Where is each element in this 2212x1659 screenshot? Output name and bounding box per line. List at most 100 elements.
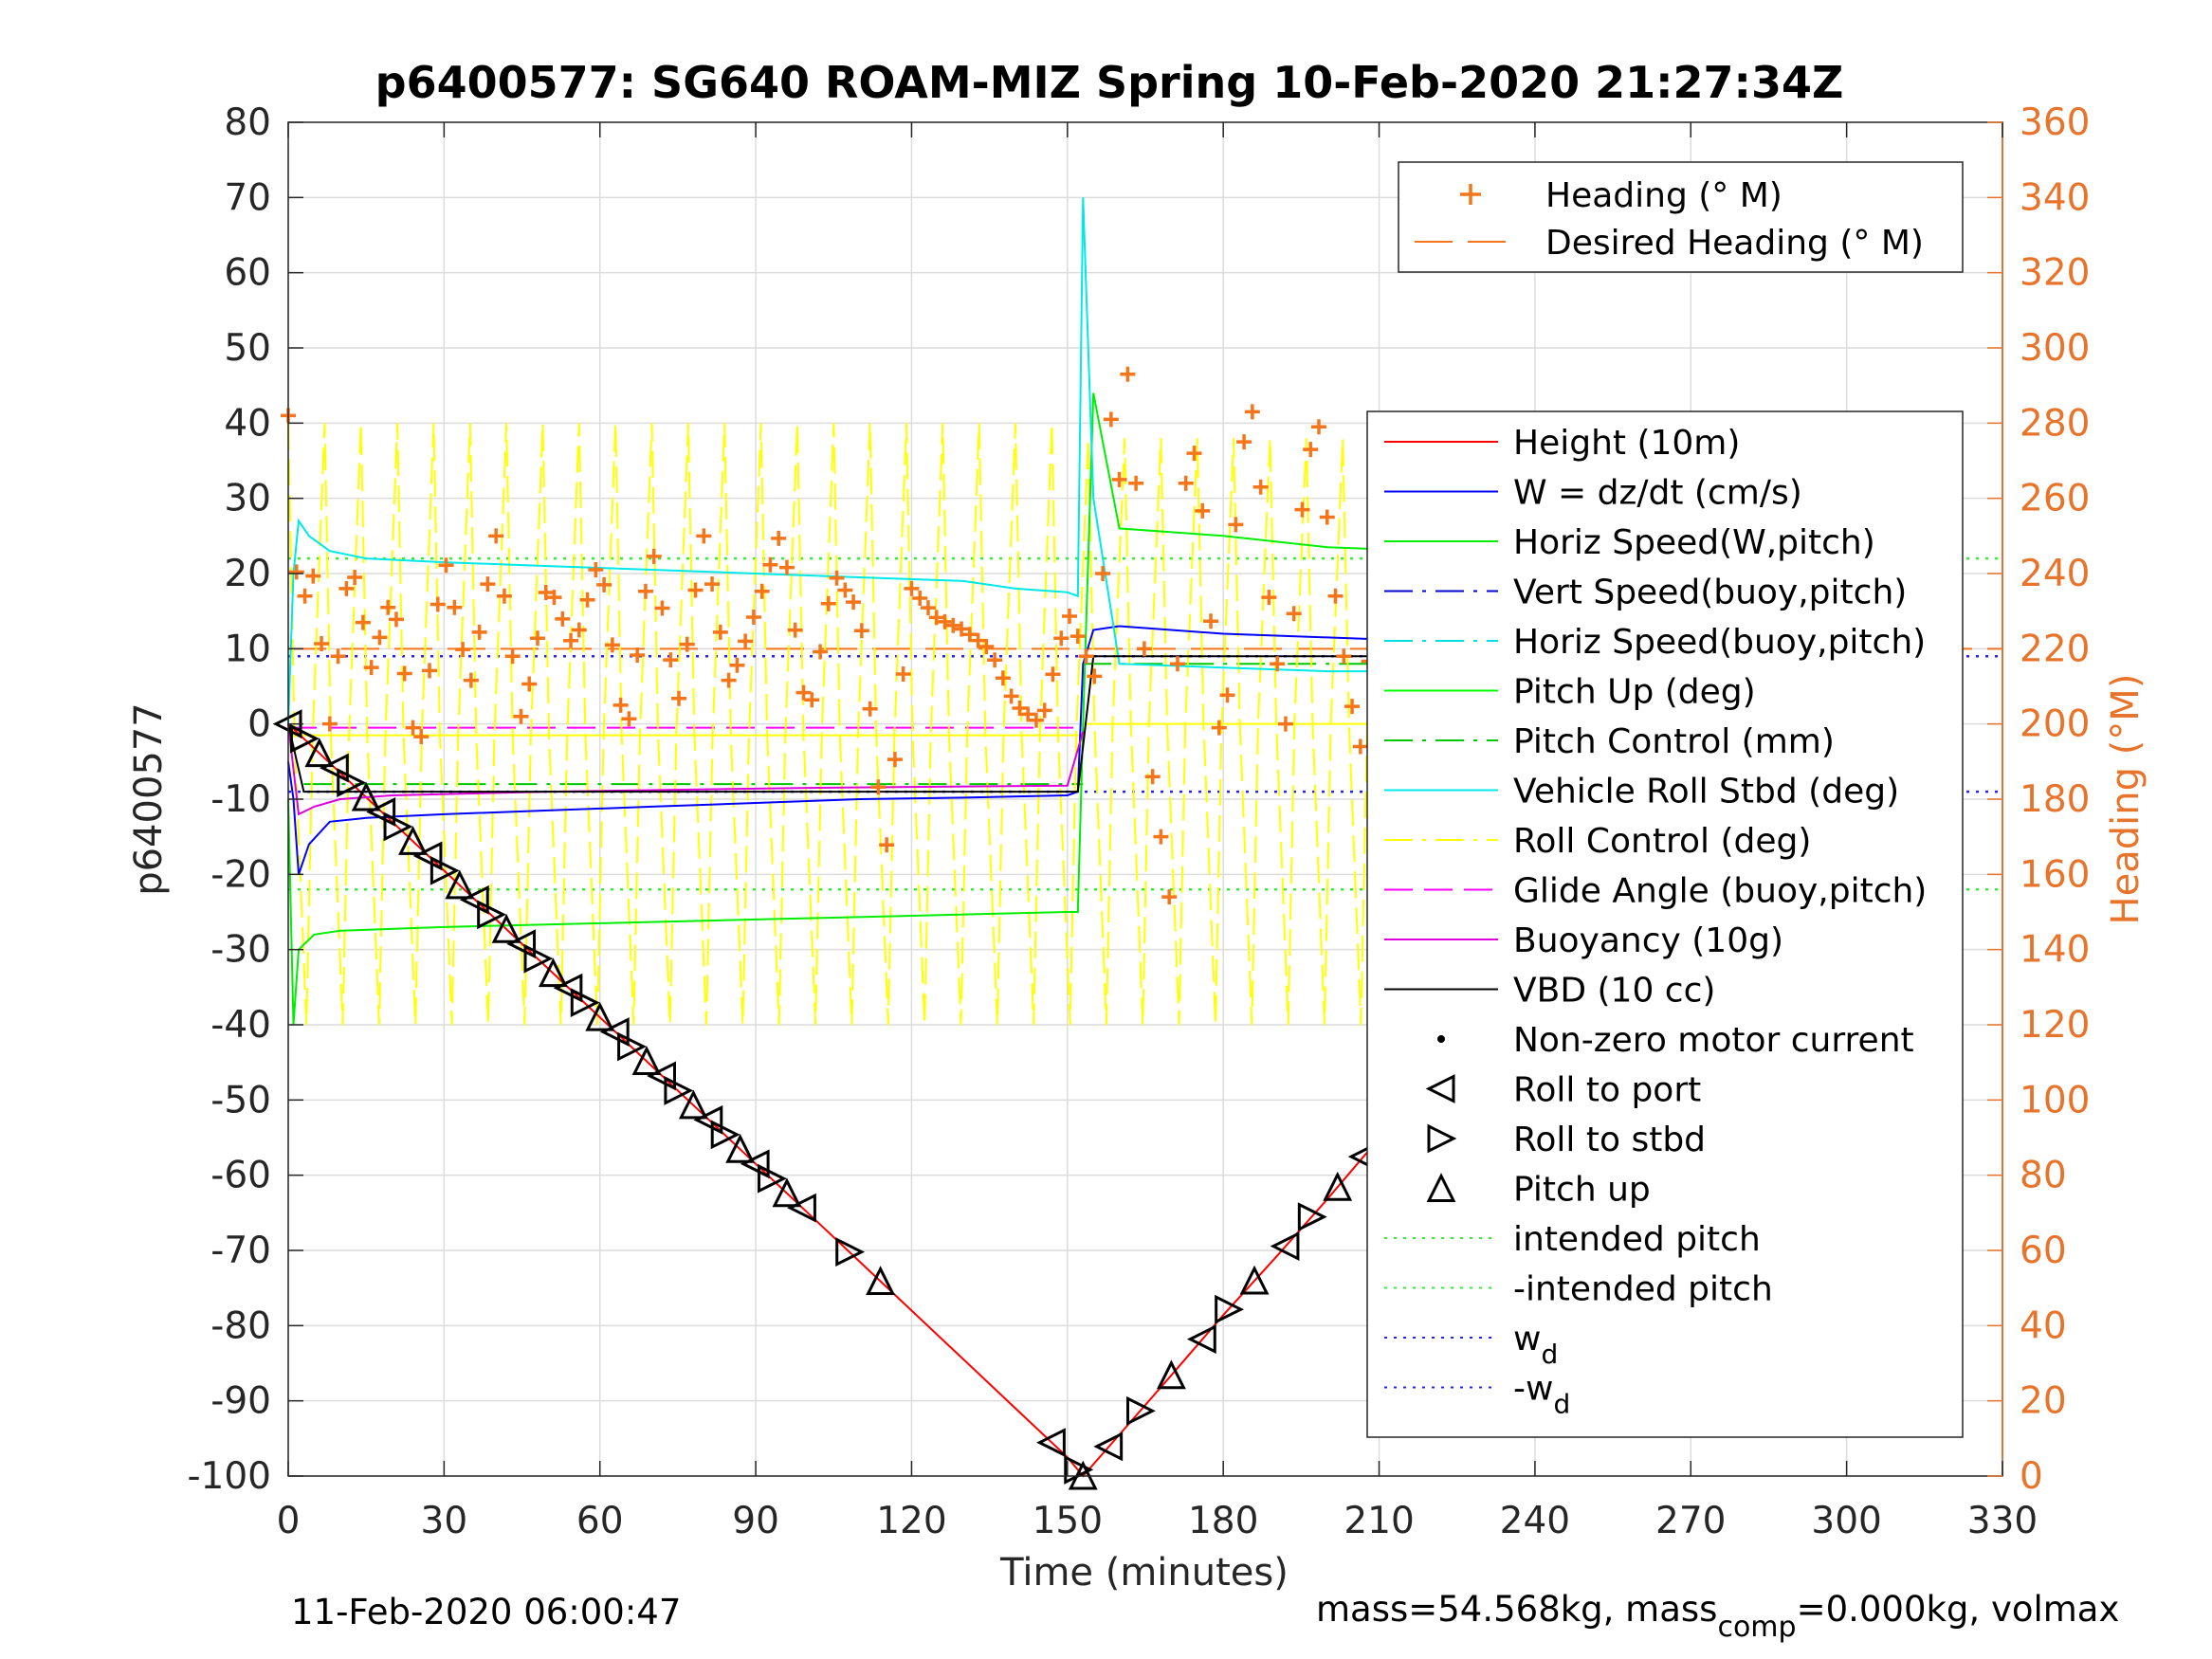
y-tick-label-right: 220: [2020, 628, 2090, 670]
y-tick-label-right: 40: [2020, 1304, 2067, 1347]
heading-marker: [563, 632, 579, 648]
heading-marker: [762, 556, 778, 573]
heading-marker: [654, 600, 670, 616]
x-tick-label: 30: [421, 1500, 468, 1542]
x-tick-label: 300: [1811, 1500, 1881, 1542]
heading-marker: [1303, 442, 1319, 458]
heading-marker: [1319, 509, 1335, 525]
heading-marker: [961, 627, 978, 643]
y-tick-label-right: 160: [2020, 853, 2090, 896]
heading-marker: [813, 644, 829, 660]
heading-marker: [1153, 829, 1169, 845]
heading-marker: [513, 708, 529, 724]
series-buoyancy-10g: [287, 723, 1085, 816]
heading-marker: [879, 837, 895, 853]
height-marker: [366, 797, 396, 827]
legend-item-label: Roll to port: [1513, 1071, 1701, 1110]
heading-marker: [1111, 471, 1127, 487]
heading-marker: [1228, 517, 1244, 533]
x-axis-label: Time (minutes): [999, 1551, 1289, 1595]
heading-marker: [521, 676, 538, 692]
y-tick-label-left: -60: [210, 1155, 271, 1197]
heading-marker: [588, 562, 604, 578]
heading-marker: [463, 672, 479, 688]
y-axis-label-left: p6400577: [127, 702, 171, 896]
legend-item-label: Horiz Speed(W,pitch): [1513, 523, 1875, 562]
legend-item-label: Pitch Control (mm): [1513, 722, 1835, 761]
y-tick-label-right: 20: [2020, 1380, 2067, 1423]
y-tick-label-right: 100: [2020, 1079, 2090, 1121]
heading-marker: [1336, 648, 1352, 665]
x-tick-label: 120: [876, 1500, 946, 1542]
axis-ticks: 0 30 60 90 120 150 180 210 240 270 300 330807060504…: [187, 101, 2090, 1542]
heading-marker: [928, 610, 944, 626]
heading-marker: [1169, 656, 1185, 672]
heading-marker: [846, 594, 862, 611]
heading-marker: [471, 624, 487, 640]
x-tick-label: 180: [1188, 1500, 1258, 1542]
height-marker: [599, 1017, 630, 1047]
heading-marker: [1186, 446, 1202, 462]
heading-marker: [745, 610, 761, 626]
y-tick-label-left: -10: [210, 778, 271, 821]
heading-marker: [1344, 699, 1361, 715]
heading-marker: [696, 528, 712, 544]
heading-marker: [1053, 630, 1069, 647]
height-marker: [1297, 1202, 1327, 1232]
heading-marker: [1136, 641, 1152, 657]
legend-item-marker: [1426, 1173, 1456, 1202]
y-tick-label-right: 340: [2020, 176, 2090, 219]
height-marker: [664, 1075, 694, 1105]
heading-marker: [538, 584, 554, 600]
heading-marker: [405, 720, 421, 736]
y-tick-label-left: -40: [210, 1004, 271, 1047]
heading-marker: [1095, 566, 1111, 581]
heading-marker: [596, 576, 612, 592]
y-tick-label-left: 40: [224, 402, 271, 445]
height-marker: [1126, 1395, 1156, 1426]
chart-title: p6400577: SG640 ROAM-MIZ Spring 10-Feb-2…: [375, 57, 1844, 108]
heading-marker: [895, 665, 911, 682]
heading-marker: [771, 530, 787, 546]
heading-marker: [1310, 419, 1326, 435]
heading-marker: [314, 636, 330, 652]
legend-heading-box: [1398, 161, 1964, 273]
heading-marker: [862, 701, 878, 717]
legend-item-marker: [1427, 1123, 1457, 1154]
y-tick-label-right: 80: [2020, 1155, 2067, 1197]
heading-marker: [970, 632, 986, 648]
heading-marker: [1144, 769, 1161, 785]
legend-heading-label: Heading (° M): [1545, 176, 1782, 215]
y-tick-label-left: 50: [224, 327, 271, 370]
height-marker: [398, 826, 428, 855]
heading-marker: [837, 582, 853, 598]
y-tick-label-left: -80: [210, 1304, 271, 1347]
y-tick-label-right: 240: [2020, 553, 2090, 595]
heading-marker: [288, 564, 304, 580]
heading-marker: [679, 636, 695, 652]
heading-marker: [1020, 706, 1036, 722]
heading-marker: [1236, 434, 1252, 450]
height-marker: [772, 1177, 802, 1208]
y-tick-label-left: 0: [247, 703, 271, 746]
heading-marker: [987, 652, 1003, 668]
y-tick-label-left: 30: [224, 478, 271, 520]
y-tick-label-left: -50: [210, 1079, 271, 1121]
y-tick-label-left: -20: [210, 853, 271, 896]
height-marker: [647, 1061, 676, 1091]
heading-marker: [787, 622, 803, 638]
heading-marker: [1261, 590, 1277, 606]
legend-item-marker: [1425, 1074, 1455, 1103]
height-marker: [866, 1266, 896, 1296]
height-marker: [351, 781, 381, 811]
y-tick-label-right: 200: [2020, 703, 2090, 746]
heading-marker: [579, 592, 595, 608]
footer-mass: mass=54.568kg, masscomp=0.000kg, volmax: [1316, 1589, 2119, 1644]
heading-marker: [1161, 889, 1178, 905]
heading-marker: [480, 576, 496, 592]
heading-marker: [912, 591, 928, 607]
heading-marker: [646, 548, 662, 564]
height-marker: [337, 768, 367, 797]
height-marker: [617, 1031, 647, 1062]
heading-marker: [1178, 475, 1194, 491]
